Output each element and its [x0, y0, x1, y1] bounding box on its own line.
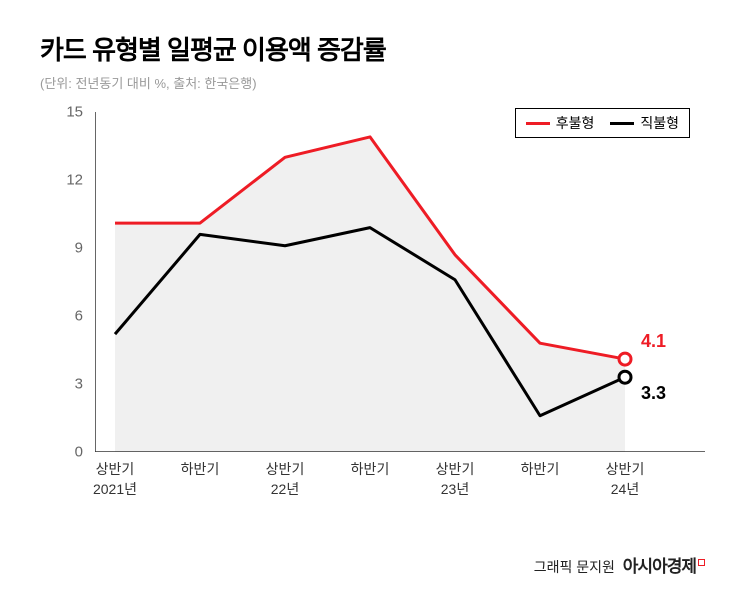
end-value-label-1: 3.3 [641, 383, 666, 404]
y-tick-label: 6 [75, 308, 83, 325]
credit-author: 그래픽 문지원 [534, 559, 615, 575]
y-tick-label: 0 [75, 444, 83, 461]
plot-region [95, 112, 705, 452]
credit-brand: 아시아경제 [623, 557, 696, 576]
x-tick-label: 상반기24년 [606, 460, 645, 499]
end-marker-0 [619, 353, 631, 365]
chart-subtitle: (단위: 전년동기 대비 %, 출처: 한국은행) [40, 73, 705, 92]
legend-item-postpaid: 후불형 [526, 113, 595, 133]
y-tick-label: 3 [75, 376, 83, 393]
area-fill [115, 137, 625, 452]
x-tick-label: 하반기 [351, 460, 390, 480]
credit-dot-icon [698, 559, 705, 566]
legend-label-debit: 직불형 [640, 113, 679, 133]
y-axis: 03691215 [45, 112, 95, 452]
legend-item-debit: 직불형 [610, 113, 679, 133]
legend-swatch-postpaid [526, 122, 550, 125]
chart-title: 카드 유형별 일평균 이용액 증감률 [40, 30, 705, 67]
y-tick-label: 12 [66, 172, 83, 189]
legend: 후불형 직불형 [515, 108, 690, 138]
end-marker-1 [619, 371, 631, 383]
chart-area: 후불형 직불형 03691215 상반기2021년하반기상반기22년하반기상반기… [45, 112, 705, 512]
credit-line: 그래픽 문지원 아시아경제 [534, 552, 705, 577]
y-tick-label: 15 [66, 104, 83, 121]
legend-label-postpaid: 후불형 [556, 113, 595, 133]
legend-swatch-debit [610, 122, 634, 125]
x-tick-label: 상반기2021년 [93, 460, 137, 499]
x-tick-label: 상반기22년 [266, 460, 305, 499]
x-tick-label: 상반기23년 [436, 460, 475, 499]
end-value-label-0: 4.1 [641, 331, 666, 352]
chart-svg [95, 112, 705, 452]
x-axis: 상반기2021년 하반기 상반기22년 하반기 상반기23년 하반기 상반기24년 [95, 452, 705, 512]
y-tick-label: 9 [75, 240, 83, 257]
x-tick-label: 하반기 [521, 460, 560, 480]
x-tick-label: 하반기 [181, 460, 220, 480]
